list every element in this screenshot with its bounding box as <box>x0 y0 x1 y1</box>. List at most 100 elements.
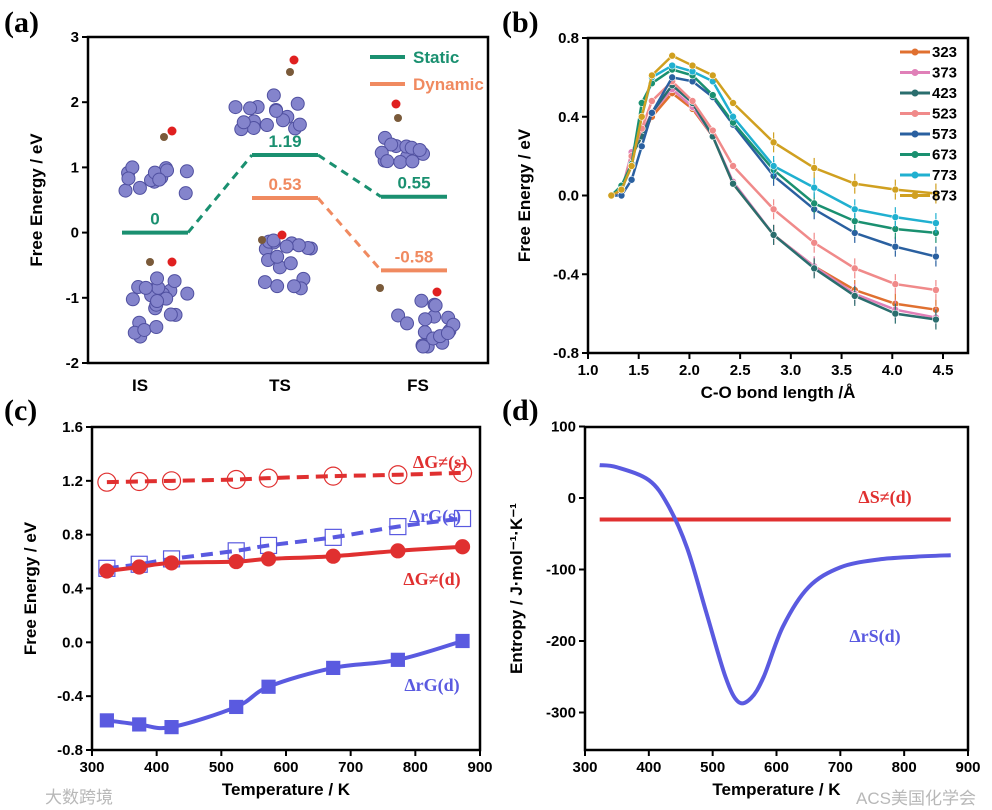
y-tick-label: 0.0 <box>62 634 83 651</box>
metal-atom <box>132 180 147 195</box>
data-point <box>627 162 636 170</box>
metal-atom <box>167 274 182 289</box>
x-tick-label: 600 <box>273 759 298 776</box>
data-point <box>637 142 646 151</box>
series <box>99 539 471 579</box>
x-tick-label: 2.0 <box>679 362 700 379</box>
data-point <box>389 517 407 536</box>
y-tick-label: -0.8 <box>553 345 579 362</box>
x-tick-label: 700 <box>828 759 853 776</box>
panel-label: (b) <box>502 6 539 39</box>
data-point <box>261 679 276 694</box>
data-point <box>455 633 470 649</box>
data-point <box>668 51 676 60</box>
data-point <box>258 468 279 488</box>
is-dynamic-cluster <box>125 271 195 344</box>
series-line <box>611 75 937 258</box>
data-point <box>607 191 616 200</box>
data-point <box>323 466 343 486</box>
metal-atom <box>150 294 165 309</box>
data-point <box>891 242 900 251</box>
metal-atom <box>266 88 281 103</box>
x-tick-label: 2.5 <box>730 362 751 379</box>
data-point <box>324 528 342 546</box>
y-tick-label: 1.2 <box>62 473 83 490</box>
data-point <box>708 126 717 135</box>
data-point <box>932 315 940 324</box>
metal-atom <box>163 307 178 322</box>
data-point <box>617 185 626 194</box>
data-point <box>388 465 408 485</box>
x-category-label: IS <box>132 376 148 395</box>
data-point <box>932 286 940 294</box>
series <box>99 633 470 735</box>
ts-dynamic-co <box>258 230 287 244</box>
metal-atom <box>150 271 165 286</box>
data-point <box>325 548 341 564</box>
oxygen-atom <box>167 257 177 267</box>
energy-connector <box>186 154 254 234</box>
metal-atom <box>279 239 294 254</box>
y-tick-label: 0 <box>568 490 576 507</box>
oxygen-atom <box>432 287 442 297</box>
y-tick-label: -2 <box>66 355 79 372</box>
metal-atom <box>125 292 140 307</box>
x-tick-label: 800 <box>403 759 428 776</box>
metal-atom <box>179 164 194 179</box>
data-point <box>769 162 778 170</box>
metal-atom <box>121 171 136 186</box>
y-tick-label: 0.8 <box>558 30 579 47</box>
data-point <box>891 280 900 288</box>
panel-a: 3 2 1 0 -1 -2 Free Energy / eV (a) IS TS FS 0 1.19 0.… <box>4 6 490 395</box>
y-tick-label: -100 <box>546 562 576 579</box>
metal-atom <box>137 322 152 337</box>
data-point <box>229 699 244 715</box>
energy-label: 0.53 <box>268 175 301 194</box>
metal-atom <box>152 172 167 187</box>
data-point <box>729 112 737 121</box>
metal-atom <box>416 339 431 354</box>
oxygen-atom <box>277 230 287 240</box>
oxygen-atom <box>167 126 177 136</box>
metal-atom <box>266 233 281 248</box>
y-tick-label: 0 <box>71 225 79 242</box>
y-tick-label: 0.0 <box>558 188 579 205</box>
metal-atom <box>400 316 415 331</box>
series-label: ΔrG(d) <box>404 675 459 696</box>
data-point <box>729 179 737 188</box>
data-point <box>932 219 940 227</box>
energy-label: 1.19 <box>268 132 301 151</box>
legend-marker <box>911 69 919 76</box>
metal-atom <box>160 163 175 178</box>
legend-marker <box>911 130 919 138</box>
x-category-label: TS <box>269 376 291 395</box>
y-tick-label: -200 <box>546 633 576 650</box>
y-tick-label: 1 <box>71 159 79 176</box>
x-tick-label: 500 <box>700 759 725 776</box>
y-tick-label: -0.8 <box>57 742 83 759</box>
data-point <box>810 183 818 192</box>
energy-label: 0.55 <box>397 174 430 193</box>
x-tick-label: 400 <box>636 759 661 776</box>
x-tick-label: 300 <box>79 759 104 776</box>
data-point <box>850 264 859 273</box>
data-point <box>769 231 778 239</box>
data-point <box>932 189 940 198</box>
is-static-cluster <box>118 160 194 201</box>
y-tick-label: 0.8 <box>62 527 83 544</box>
ts-static-co <box>286 55 299 76</box>
data-point <box>99 563 115 579</box>
metal-atom <box>380 154 395 169</box>
fs-static-cluster <box>374 130 431 170</box>
series-line <box>106 516 463 571</box>
x-tick-label: 4.0 <box>882 362 903 379</box>
y-tick-label: 2 <box>71 94 79 111</box>
x-tick-label: 300 <box>572 759 597 776</box>
y-tick-label: -300 <box>546 705 576 722</box>
data-point <box>932 252 940 261</box>
metal-atom <box>384 137 399 152</box>
y-tick-label: -0.4 <box>553 266 580 283</box>
data-point <box>850 205 859 214</box>
data-point <box>729 99 737 107</box>
